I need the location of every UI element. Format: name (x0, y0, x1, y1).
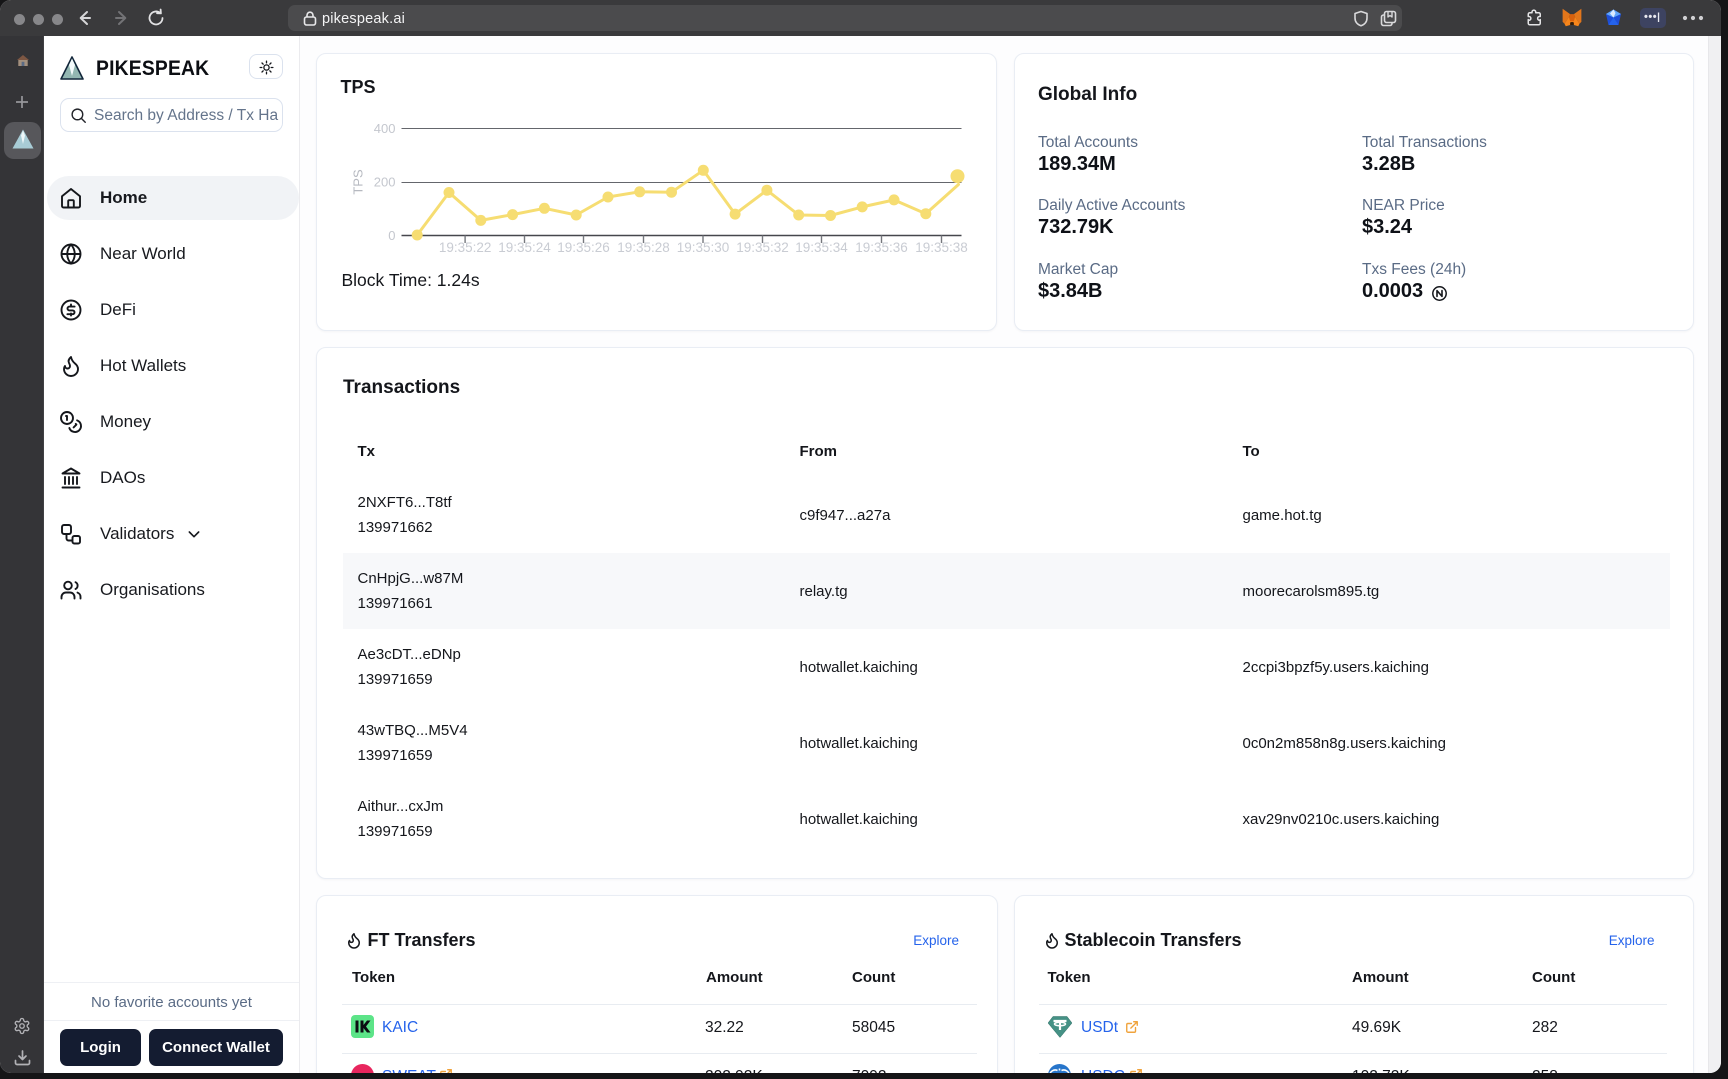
svg-text:0: 0 (388, 228, 395, 243)
svg-text:19:35:30: 19:35:30 (676, 240, 729, 255)
svg-text:400: 400 (373, 121, 395, 136)
svg-text:19:35:36: 19:35:36 (855, 240, 908, 255)
svg-text:200: 200 (373, 174, 395, 189)
svg-text:19:35:26: 19:35:26 (557, 240, 610, 255)
svg-text:19:35:34: 19:35:34 (795, 240, 848, 255)
svg-text:19:35:32: 19:35:32 (736, 240, 789, 255)
svg-text:19:35:28: 19:35:28 (617, 240, 670, 255)
svg-text:19:35:38: 19:35:38 (915, 240, 968, 255)
svg-text:TPS: TPS (350, 169, 365, 195)
svg-text:19:35:24: 19:35:24 (498, 240, 551, 255)
svg-text:19:35:22: 19:35:22 (438, 240, 491, 255)
